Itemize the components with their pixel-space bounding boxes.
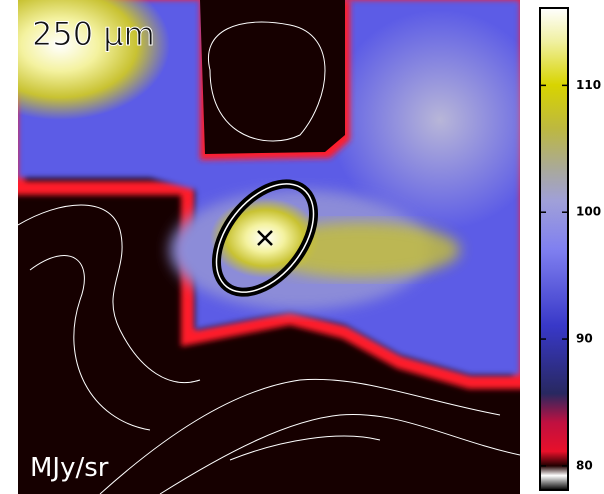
colorbar <box>539 7 569 491</box>
image-title: 250 μm <box>32 15 155 53</box>
colorbar-ticks: 80 90 100 110 <box>540 78 601 472</box>
tick-label: 80 <box>576 458 593 472</box>
sky-image <box>18 0 520 494</box>
unit-label: MJy/sr <box>30 453 109 483</box>
tick-label: 90 <box>576 332 593 346</box>
tick-label: 100 <box>576 205 601 219</box>
tick-label: 110 <box>576 78 601 92</box>
